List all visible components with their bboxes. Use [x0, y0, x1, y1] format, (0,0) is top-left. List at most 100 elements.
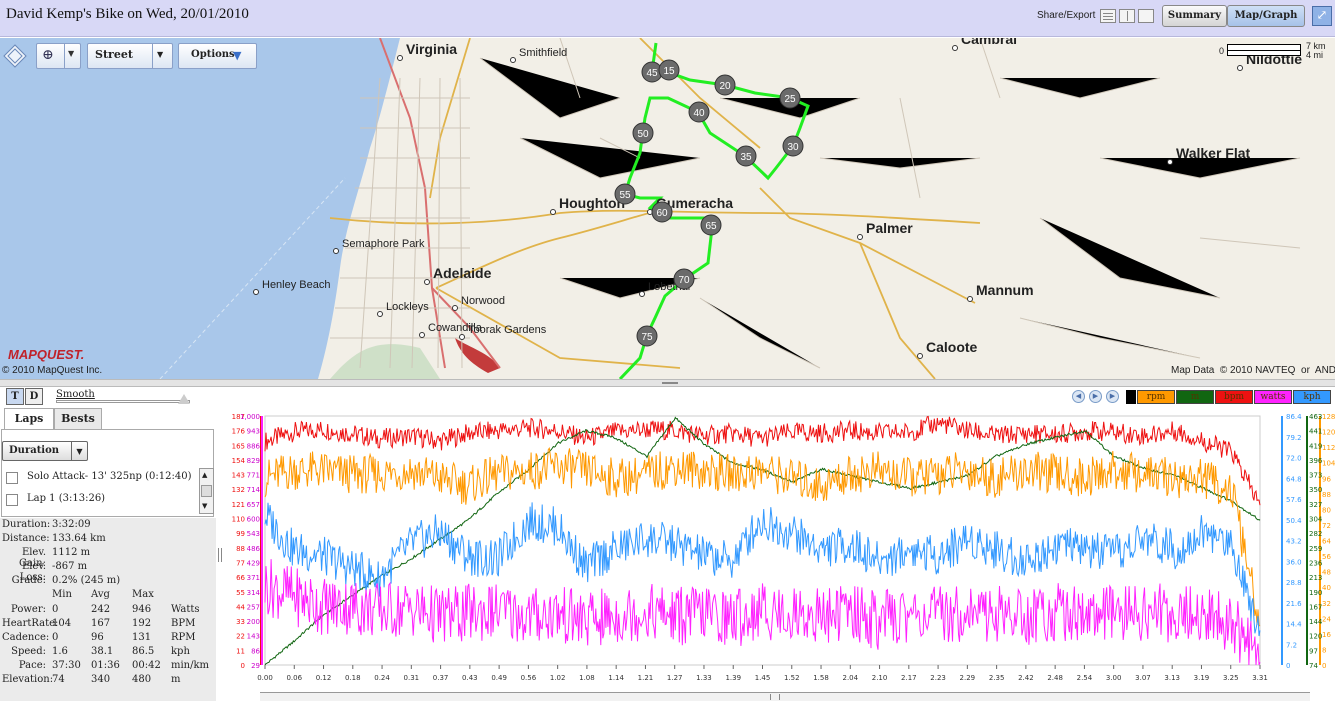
x-tick-label: 1.52 [784, 674, 800, 682]
stat-unit: Watts [171, 604, 200, 615]
stat-unit: BPM [171, 618, 196, 629]
axis-bpm-tick: 55 [236, 589, 245, 597]
x-tick-label: 3.00 [1106, 674, 1122, 682]
x-tick-label: 3.25 [1223, 674, 1239, 682]
axis-bpm-tick: 110 [232, 516, 245, 524]
laps-scrollbar[interactable]: ▲ ▼ [199, 468, 214, 514]
chevron-down-icon[interactable]: ▼ [68, 49, 75, 58]
panel-resize-handle[interactable] [0, 379, 1335, 387]
layout-columns-icon[interactable] [1119, 9, 1135, 23]
lap-item[interactable]: Solo Attack- 13' 325np (0:12:40) [27, 471, 192, 482]
x-tick-label: 2.48 [1047, 674, 1063, 682]
stat-max: 192 [132, 618, 152, 629]
axis-rpm-tick: 80 [1322, 506, 1331, 514]
summary-button[interactable]: Summary [1162, 5, 1227, 27]
duration-select[interactable]: Duration ▼ [2, 441, 88, 461]
axis-m-tick: 259 [1309, 545, 1322, 553]
tab-bests[interactable]: Bests [54, 408, 102, 430]
km-marker[interactable] [632, 122, 654, 144]
place-dot [452, 305, 458, 311]
smooth-slider[interactable] [56, 400, 190, 403]
axis-bpm-tick: 132 [232, 486, 245, 494]
stat-unit: min/km [171, 660, 210, 671]
axis-rpm-tick: 72 [1322, 522, 1331, 530]
axis-bpm-tick: 0 [241, 662, 245, 670]
lap-item[interactable]: Lap 1 (3:13:26) [27, 493, 106, 504]
stat-value: 133.64 km [52, 533, 106, 544]
map-panel[interactable]: Virginia Smithfield Cambrai Nildottie Walker… [0, 38, 1335, 379]
pan-control-icon[interactable] [3, 44, 27, 68]
km-marker[interactable] [636, 325, 658, 347]
stat-label: Duration: [2, 519, 51, 530]
page-title: David Kemp's Bike on Wed, 20/01/2010 [6, 6, 249, 22]
axis-kph-tick: 43.2 [1286, 538, 1302, 546]
nav-prev-icon[interactable]: ◀ [1072, 390, 1085, 403]
map-graph-button[interactable]: Map/Graph [1227, 5, 1305, 27]
legend-rpm[interactable]: rpm [1137, 390, 1175, 404]
stat-label: Elevation: [2, 674, 54, 685]
km-marker-label: 15 [663, 66, 675, 77]
vertical-resize-handle[interactable] [218, 548, 222, 562]
zoom-in-icon[interactable]: ⊕ [42, 47, 54, 63]
km-marker[interactable] [651, 201, 673, 223]
stat-label: Grade: [11, 575, 46, 586]
axis-watts-tick: 86 [251, 647, 260, 655]
x-tick-label: 0.56 [521, 674, 537, 682]
col-header-max: Max [132, 589, 154, 600]
km-marker[interactable] [782, 135, 804, 157]
legend-kph[interactable]: kph [1293, 390, 1331, 404]
km-marker[interactable] [700, 214, 722, 236]
legend-watts[interactable]: watts [1254, 390, 1292, 404]
axis-m-tick: 396 [1309, 457, 1323, 465]
lap-checkbox[interactable] [6, 472, 18, 484]
distance-axis-button[interactable]: D [25, 388, 43, 405]
lap-checkbox[interactable] [6, 494, 18, 506]
mapquest-logo: MAPQUEST. [8, 347, 85, 362]
stat-max: 480 [132, 674, 152, 685]
axis-rpm-tick: 120 [1322, 429, 1335, 437]
stat-avg: 242 [91, 604, 111, 615]
km-marker[interactable] [779, 87, 801, 109]
km-marker[interactable] [714, 74, 736, 96]
nav-next-icon[interactable]: ▶ [1106, 390, 1119, 403]
graph-panel: ◀ ▶ ▶ rpm m bpm watts kph 187 176 165 154 143 132… [225, 388, 1335, 701]
series-rpm [264, 446, 1261, 627]
nav-play-icon[interactable]: ▶ [1089, 390, 1102, 403]
km-marker[interactable] [688, 101, 710, 123]
tab-laps[interactable]: Laps [4, 408, 54, 430]
place-dot [253, 289, 259, 295]
fullscreen-icon[interactable]: ⤢ [1312, 6, 1332, 26]
x-tick-label: 3.19 [1194, 674, 1210, 682]
street-select[interactable]: Street ▼ [87, 43, 173, 69]
km-marker-label: 70 [678, 275, 690, 286]
legend-m[interactable]: m [1176, 390, 1214, 404]
km-marker[interactable] [673, 268, 695, 290]
layout-single-icon[interactable] [1138, 9, 1154, 23]
time-axis-button[interactable]: T [6, 388, 24, 405]
km-marker[interactable] [735, 145, 757, 167]
place-label: Palmer [866, 220, 913, 236]
stat-value: -867 m [52, 561, 88, 572]
stat-min: 0 [52, 604, 59, 615]
km-marker[interactable] [658, 59, 680, 81]
smooth-slider-thumb[interactable] [178, 394, 190, 404]
scale-mi: 4 mi [1306, 50, 1324, 60]
axis-kph-tick: 79.2 [1286, 434, 1302, 442]
x-tick-label: 2.10 [872, 674, 888, 682]
stat-avg: 01:36 [91, 660, 120, 671]
x-tick-label: 0.12 [316, 674, 332, 682]
stat-label: Cadence: [2, 632, 50, 643]
layout-rows-icon[interactable] [1100, 9, 1116, 23]
axis-rpm-tick: 112 [1322, 444, 1335, 452]
options-button[interactable]: Options ▼ [178, 43, 257, 69]
chart-canvas[interactable]: 1871761651541431321211109988776655443322… [225, 406, 1335, 706]
share-export-link[interactable]: Share/Export [1037, 10, 1096, 21]
zoom-control[interactable]: ⊕ ▼ [36, 43, 81, 69]
stat-max: 86.5 [132, 646, 155, 657]
chevron-down-icon: ▼ [233, 49, 242, 62]
graph-scrollbar[interactable] [260, 692, 1310, 701]
km-marker[interactable] [614, 183, 636, 205]
legend-bpm[interactable]: bpm [1215, 390, 1253, 404]
km-marker-label: 40 [693, 108, 705, 119]
x-tick-label: 1.45 [755, 674, 771, 682]
